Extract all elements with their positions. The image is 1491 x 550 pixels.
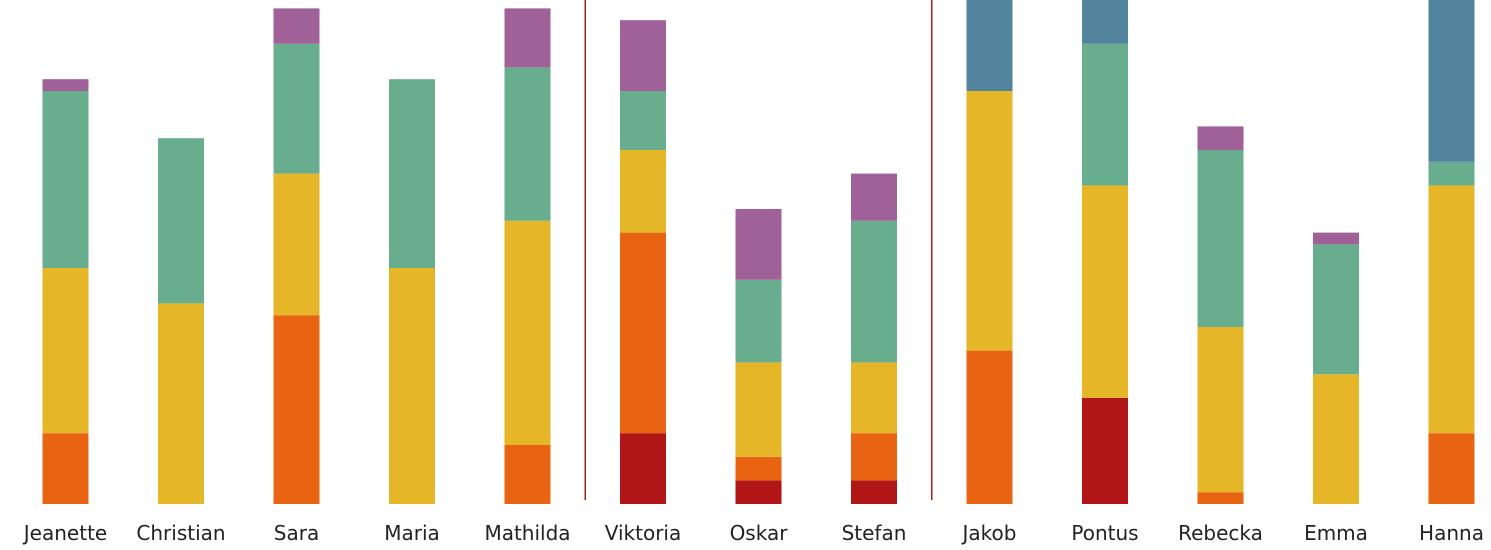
category-label-viktoria: Viktoria <box>605 521 682 545</box>
bar-segment-emma-series-5 <box>1313 232 1359 245</box>
category-label-sara: Sara <box>274 521 319 545</box>
bars-layer <box>42 0 1475 504</box>
category-label-emma: Emma <box>1304 521 1368 545</box>
group-separators <box>584 0 933 500</box>
bar-segment-oskar-series-2 <box>735 456 782 481</box>
bar-segment-stefan-series-4 <box>851 220 897 363</box>
category-label-maria: Maria <box>384 521 440 545</box>
bar-segment-maria-series-3 <box>389 268 435 504</box>
bar-segment-rebecka-series-5 <box>1197 126 1244 150</box>
bar-segment-hanna-series-3 <box>1428 185 1475 434</box>
bar-segment-viktoria-series-4 <box>620 91 666 150</box>
category-label-rebecka: Rebecka <box>1178 521 1263 545</box>
bar-segment-oskar-series-4 <box>735 279 782 363</box>
category-label-stefan: Stefan <box>842 521 907 545</box>
bar-segment-mathilda-series-5 <box>504 8 551 68</box>
bar-segment-jakob-series-2 <box>966 350 1013 504</box>
bar-segment-maria-series-4 <box>389 79 435 268</box>
bar-segment-christian-series-3 <box>158 303 204 504</box>
bar-segment-viktoria-series-5 <box>620 20 666 92</box>
bar-segment-stefan-series-1 <box>851 480 897 504</box>
bar-segment-viktoria-series-3 <box>620 150 666 233</box>
bar-segment-jeanette-series-2 <box>42 433 89 504</box>
bar-segment-pontus-series-3 <box>1082 185 1128 398</box>
bar-segment-sara-series-5 <box>273 8 320 44</box>
bar-segment-pontus-series-1 <box>1082 397 1128 504</box>
bar-segment-oskar-series-1 <box>735 480 782 504</box>
bar-segment-mathilda-series-2 <box>504 445 551 504</box>
bar-segment-sara-series-2 <box>273 315 320 504</box>
bar-segment-rebecka-series-3 <box>1197 327 1244 493</box>
bar-segment-sara-series-4 <box>273 43 320 174</box>
category-label-jeanette: Jeanette <box>22 521 107 545</box>
category-label-jakob: Jakob <box>961 521 1017 545</box>
bar-segment-pontus-series-4 <box>1082 43 1128 186</box>
bar-segment-stefan-series-5 <box>851 173 897 221</box>
bar-segment-jeanette-series-5 <box>42 79 89 91</box>
bar-segment-viktoria-series-1 <box>620 433 666 504</box>
category-label-pontus: Pontus <box>1071 521 1138 545</box>
bar-segment-pontus-series-6 <box>1082 0 1128 44</box>
category-label-mathilda: Mathilda <box>484 521 570 545</box>
bar-segment-viktoria-series-2 <box>620 232 666 434</box>
bar-segment-jakob-series-3 <box>966 91 1013 351</box>
bar-segment-mathilda-series-3 <box>504 220 551 445</box>
bar-segment-emma-series-4 <box>1313 244 1359 375</box>
bar-segment-hanna-series-4 <box>1428 161 1475 186</box>
bar-segment-oskar-series-3 <box>735 362 782 457</box>
bar-segment-stefan-series-3 <box>851 362 897 434</box>
category-label-christian: Christian <box>136 521 225 545</box>
bar-segment-christian-series-4 <box>158 138 204 304</box>
bar-segment-oskar-series-5 <box>735 209 782 280</box>
bar-segment-jakob-series-6 <box>966 0 1013 92</box>
bar-segment-hanna-series-2 <box>1428 433 1475 504</box>
category-label-oskar: Oskar <box>730 521 789 545</box>
category-label-hanna: Hanna <box>1419 521 1484 545</box>
bar-segment-rebecka-series-4 <box>1197 150 1244 327</box>
bar-segment-jeanette-series-4 <box>42 91 89 268</box>
bar-segment-hanna-series-6 <box>1428 0 1475 162</box>
category-labels: Jeanette Christian Sara Maria Mathilda Viktor… <box>22 521 1484 545</box>
bar-segment-jeanette-series-3 <box>42 268 89 434</box>
bar-segment-emma-series-3 <box>1313 374 1359 504</box>
bar-segment-stefan-series-2 <box>851 433 897 481</box>
bar-segment-rebecka-series-2 <box>1197 492 1244 504</box>
bar-segment-sara-series-3 <box>273 173 320 316</box>
bar-segment-mathilda-series-4 <box>504 67 551 221</box>
